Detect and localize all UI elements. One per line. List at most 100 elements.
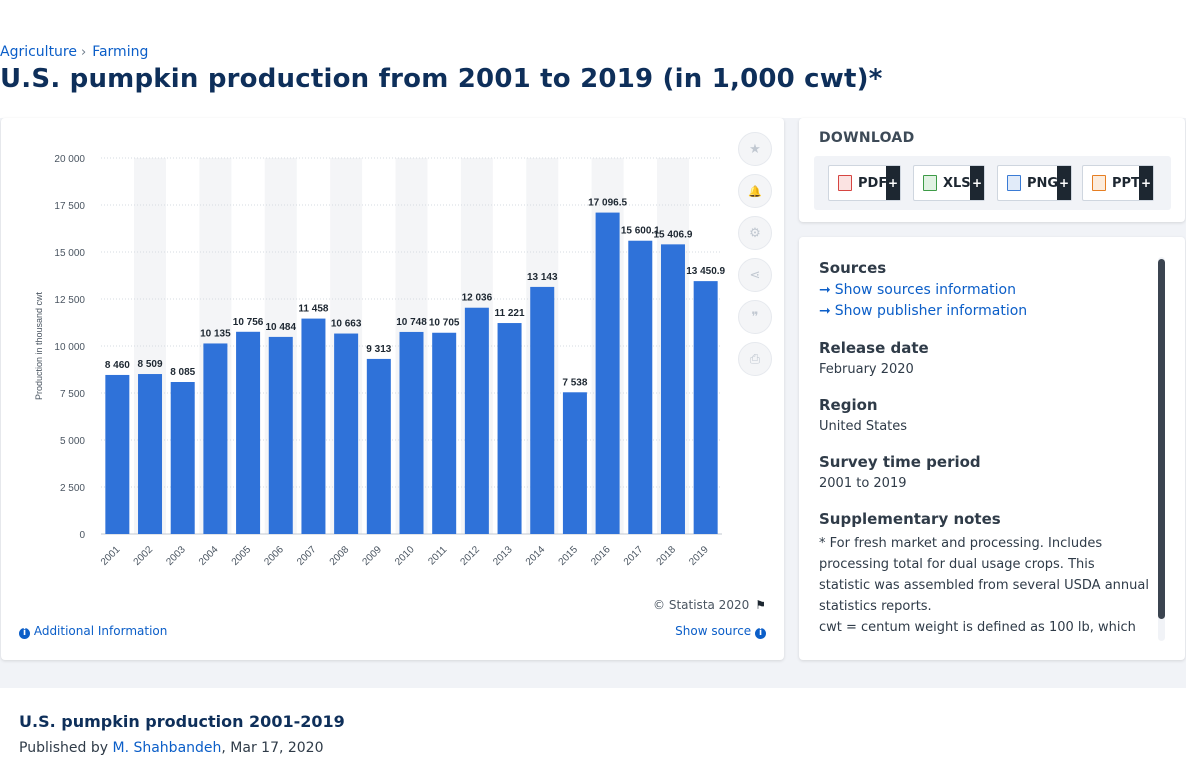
x-tick-label: 2018 — [655, 544, 679, 568]
bar-2004 — [203, 343, 228, 534]
x-tick-label: 2012 — [458, 544, 482, 568]
download-panel: DOWNLOAD PDF + XLS + PNG + PPT + — [799, 118, 1185, 222]
xls-file-icon — [923, 175, 937, 191]
cite-quote-icon[interactable]: ❞ — [738, 300, 772, 334]
download-png-label: PNG — [1027, 175, 1059, 191]
download-pdf-label: PDF — [858, 175, 888, 191]
value-label-2003: 8 085 — [170, 367, 195, 378]
y-tick-label: 10 000 — [54, 342, 85, 353]
x-tick-label: 2011 — [426, 544, 449, 567]
sources-heading: Sources — [819, 259, 887, 277]
publication-info: U.S. pumpkin production 2001-2019 Publis… — [0, 688, 1186, 760]
x-tick-label: 2009 — [360, 544, 384, 568]
supplementary-notes-cwt: cwt = centum weight is defined as 100 lb… — [819, 620, 1136, 635]
x-tick-label: 2014 — [524, 544, 548, 568]
info-icon: i — [755, 628, 766, 639]
x-tick-label: 2010 — [393, 544, 417, 568]
y-tick-label: 0 — [79, 530, 85, 541]
ppt-file-icon — [1092, 175, 1106, 191]
publication-title: U.S. pumpkin production 2001-2019 — [19, 712, 345, 731]
show-publisher-link[interactable]: ➞ Show publisher information — [819, 303, 1028, 319]
x-tick-label: 2007 — [295, 544, 319, 568]
author-link[interactable]: M. Shahbandeh — [112, 740, 222, 756]
x-tick-label: 2003 — [164, 544, 188, 568]
value-label-2001: 8 460 — [105, 360, 130, 371]
value-label-2016: 17 096.5 — [588, 198, 627, 209]
settings-gear-icon[interactable]: ⚙ — [738, 216, 772, 250]
page-title: U.S. pumpkin production from 2001 to 201… — [0, 64, 883, 94]
x-tick-label: 2006 — [262, 544, 286, 568]
x-tick-label: 2004 — [197, 544, 221, 568]
y-tick-label: 2 500 — [60, 483, 85, 494]
value-label-2007: 11 458 — [298, 304, 328, 315]
download-pdf-button[interactable]: PDF + — [828, 165, 901, 201]
value-label-2008: 10 663 — [331, 319, 362, 330]
bar-2007 — [301, 318, 326, 534]
bar-2014 — [530, 286, 555, 534]
bar-2011 — [432, 332, 457, 534]
bar-2008 — [334, 333, 359, 534]
statistic-details-panel: Sources ➞ Show sources information ➞ Show … — [799, 237, 1185, 660]
info-icon: i — [19, 628, 30, 639]
value-label-2014: 13 143 — [527, 272, 558, 283]
publication-byline: Published by M. Shahbandeh, Mar 17, 2020 — [19, 740, 324, 756]
plus-icon: + — [1057, 166, 1071, 200]
plus-icon: + — [886, 166, 900, 200]
download-xls-button[interactable]: XLS + — [913, 165, 985, 201]
scrollbar-thumb[interactable] — [1158, 259, 1165, 619]
y-tick-label: 5 000 — [60, 436, 85, 447]
page-header — [0, 36, 1186, 118]
y-tick-label: 17 500 — [54, 201, 85, 212]
x-tick-label: 2017 — [622, 544, 646, 568]
bar-2012 — [464, 307, 489, 534]
notification-bell-icon[interactable]: 🔔 — [738, 174, 772, 208]
published-by-label: Published by — [19, 740, 109, 756]
additional-information-link[interactable]: i Additional Information — [19, 624, 167, 639]
show-sources-link[interactable]: ➞ Show sources information — [819, 282, 1016, 298]
bar-2001 — [105, 374, 130, 534]
bar-2003 — [170, 382, 195, 534]
bar-2006 — [268, 336, 293, 534]
bar-2013 — [497, 323, 522, 534]
bar-2005 — [236, 331, 261, 534]
x-tick-label: 2015 — [557, 544, 581, 568]
value-label-2009: 9 313 — [366, 344, 391, 355]
show-source-link[interactable]: Show source i — [675, 624, 766, 639]
value-label-2006: 10 484 — [265, 322, 296, 333]
bar-2002 — [138, 374, 163, 534]
publication-date: , Mar 17, 2020 — [221, 740, 324, 756]
value-label-2005: 10 756 — [233, 317, 264, 328]
plus-icon: + — [1139, 166, 1153, 200]
bar-2019 — [693, 281, 718, 534]
pdf-file-icon — [838, 175, 852, 191]
x-tick-label: 2013 — [491, 544, 515, 568]
favorite-star-icon[interactable]: ★ — [738, 132, 772, 166]
value-label-2019: 13 450.9 — [686, 266, 725, 277]
breadcrumb-item-farming[interactable]: Farming — [92, 44, 149, 60]
share-icon[interactable]: ⋖ — [738, 258, 772, 292]
png-file-icon — [1007, 175, 1021, 191]
y-tick-label: 20 000 — [54, 154, 85, 165]
value-label-2004: 10 135 — [200, 328, 231, 339]
download-title: DOWNLOAD — [819, 130, 915, 146]
download-xls-label: XLS — [943, 175, 971, 191]
y-tick-label: 7 500 — [60, 389, 85, 400]
value-label-2011: 10 705 — [429, 318, 460, 329]
bar-2016 — [595, 212, 620, 534]
x-tick-label: 2019 — [687, 544, 711, 568]
bar-2015 — [562, 392, 587, 534]
download-ppt-button[interactable]: PPT + — [1082, 165, 1154, 201]
value-label-2017: 15 600.1 — [621, 226, 660, 237]
top-bar — [0, 0, 1186, 36]
download-png-button[interactable]: PNG + — [997, 165, 1072, 201]
value-label-2018: 15 406.9 — [654, 229, 693, 240]
breadcrumb-item-agriculture[interactable]: Agriculture — [0, 44, 77, 60]
arrow-right-icon: ➞ — [819, 303, 831, 319]
print-icon[interactable]: ⎙ — [738, 342, 772, 376]
y-tick-label: 15 000 — [54, 248, 85, 259]
report-flag-icon[interactable]: ⚑ — [755, 598, 766, 612]
bar-2009 — [366, 358, 391, 534]
release-date-heading: Release date — [819, 339, 929, 357]
x-tick-label: 2016 — [589, 544, 613, 568]
copyright-note: © Statista 2020 ⚑ — [653, 598, 766, 612]
